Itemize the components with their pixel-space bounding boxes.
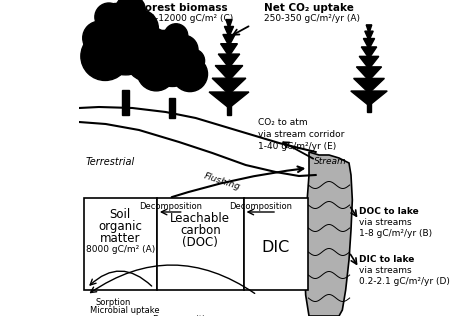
Text: via stream corridor: via stream corridor bbox=[258, 130, 344, 139]
Text: Decomposition: Decomposition bbox=[139, 202, 202, 211]
Text: Terrestrial: Terrestrial bbox=[86, 157, 135, 167]
Text: DIC to lake: DIC to lake bbox=[359, 255, 414, 264]
Text: Net CO₂ uptake: Net CO₂ uptake bbox=[264, 3, 354, 13]
Text: 1-8 gC/m²/yr (B): 1-8 gC/m²/yr (B) bbox=[359, 229, 432, 238]
Polygon shape bbox=[223, 34, 235, 46]
Text: 9000-12000 gC/m² (C): 9000-12000 gC/m² (C) bbox=[132, 14, 233, 23]
Bar bbox=[227, 101, 231, 115]
Polygon shape bbox=[304, 152, 352, 316]
Bar bbox=[122, 90, 129, 115]
Polygon shape bbox=[215, 65, 243, 81]
Circle shape bbox=[181, 49, 205, 73]
Circle shape bbox=[149, 30, 181, 63]
Polygon shape bbox=[356, 67, 382, 81]
Text: 250-350 gC/m²/yr (A): 250-350 gC/m²/yr (A) bbox=[264, 14, 360, 23]
Text: Sorption: Sorption bbox=[96, 298, 131, 307]
Polygon shape bbox=[354, 78, 384, 93]
Text: Flushing: Flushing bbox=[203, 172, 242, 192]
Polygon shape bbox=[364, 39, 374, 49]
Polygon shape bbox=[351, 91, 387, 106]
FancyBboxPatch shape bbox=[157, 198, 244, 290]
Polygon shape bbox=[218, 54, 240, 68]
Text: Microbial uptake: Microbial uptake bbox=[91, 306, 160, 315]
Polygon shape bbox=[220, 44, 237, 56]
Text: Decomposition: Decomposition bbox=[152, 315, 215, 316]
Text: organic: organic bbox=[99, 220, 142, 233]
Text: matter: matter bbox=[100, 232, 141, 245]
Circle shape bbox=[149, 40, 196, 87]
Text: DIC: DIC bbox=[262, 240, 290, 255]
Circle shape bbox=[83, 21, 116, 55]
Text: 0.2-2.1 gC/m²/yr (D): 0.2-2.1 gC/m²/yr (D) bbox=[359, 277, 450, 286]
Circle shape bbox=[137, 27, 167, 57]
Circle shape bbox=[126, 37, 171, 82]
Circle shape bbox=[138, 44, 165, 71]
Circle shape bbox=[96, 3, 137, 45]
FancyBboxPatch shape bbox=[244, 198, 308, 290]
Polygon shape bbox=[366, 25, 372, 33]
Circle shape bbox=[148, 30, 170, 52]
Text: via streams: via streams bbox=[359, 218, 411, 227]
Text: DOC to lake: DOC to lake bbox=[359, 207, 419, 216]
Polygon shape bbox=[359, 56, 379, 69]
Text: carbon: carbon bbox=[180, 224, 221, 237]
Polygon shape bbox=[361, 47, 377, 58]
Text: Leachable: Leachable bbox=[170, 212, 230, 225]
Polygon shape bbox=[209, 92, 249, 108]
Circle shape bbox=[137, 53, 175, 91]
Circle shape bbox=[121, 9, 158, 47]
Text: Forest biomass: Forest biomass bbox=[137, 3, 227, 13]
Circle shape bbox=[96, 15, 155, 75]
Text: CO₂ to atm: CO₂ to atm bbox=[258, 118, 307, 127]
Polygon shape bbox=[365, 31, 373, 40]
Polygon shape bbox=[212, 78, 246, 94]
Text: 8000 gC/m² (A): 8000 gC/m² (A) bbox=[86, 245, 155, 254]
FancyBboxPatch shape bbox=[84, 198, 157, 290]
Text: (DOC): (DOC) bbox=[182, 236, 218, 249]
Polygon shape bbox=[226, 20, 232, 29]
Text: 1-40 gC/m²/yr (E): 1-40 gC/m²/yr (E) bbox=[258, 142, 336, 151]
Polygon shape bbox=[224, 27, 234, 37]
Circle shape bbox=[81, 32, 129, 81]
Circle shape bbox=[95, 3, 123, 31]
Circle shape bbox=[169, 35, 198, 64]
Text: Soil: Soil bbox=[109, 208, 131, 221]
Circle shape bbox=[115, 0, 145, 25]
Text: Stream: Stream bbox=[314, 157, 346, 167]
Text: Decomposition: Decomposition bbox=[229, 202, 292, 211]
Text: via streams: via streams bbox=[359, 266, 411, 275]
Circle shape bbox=[173, 56, 208, 92]
Bar bbox=[169, 98, 175, 118]
Bar bbox=[367, 100, 371, 112]
Circle shape bbox=[164, 24, 188, 47]
